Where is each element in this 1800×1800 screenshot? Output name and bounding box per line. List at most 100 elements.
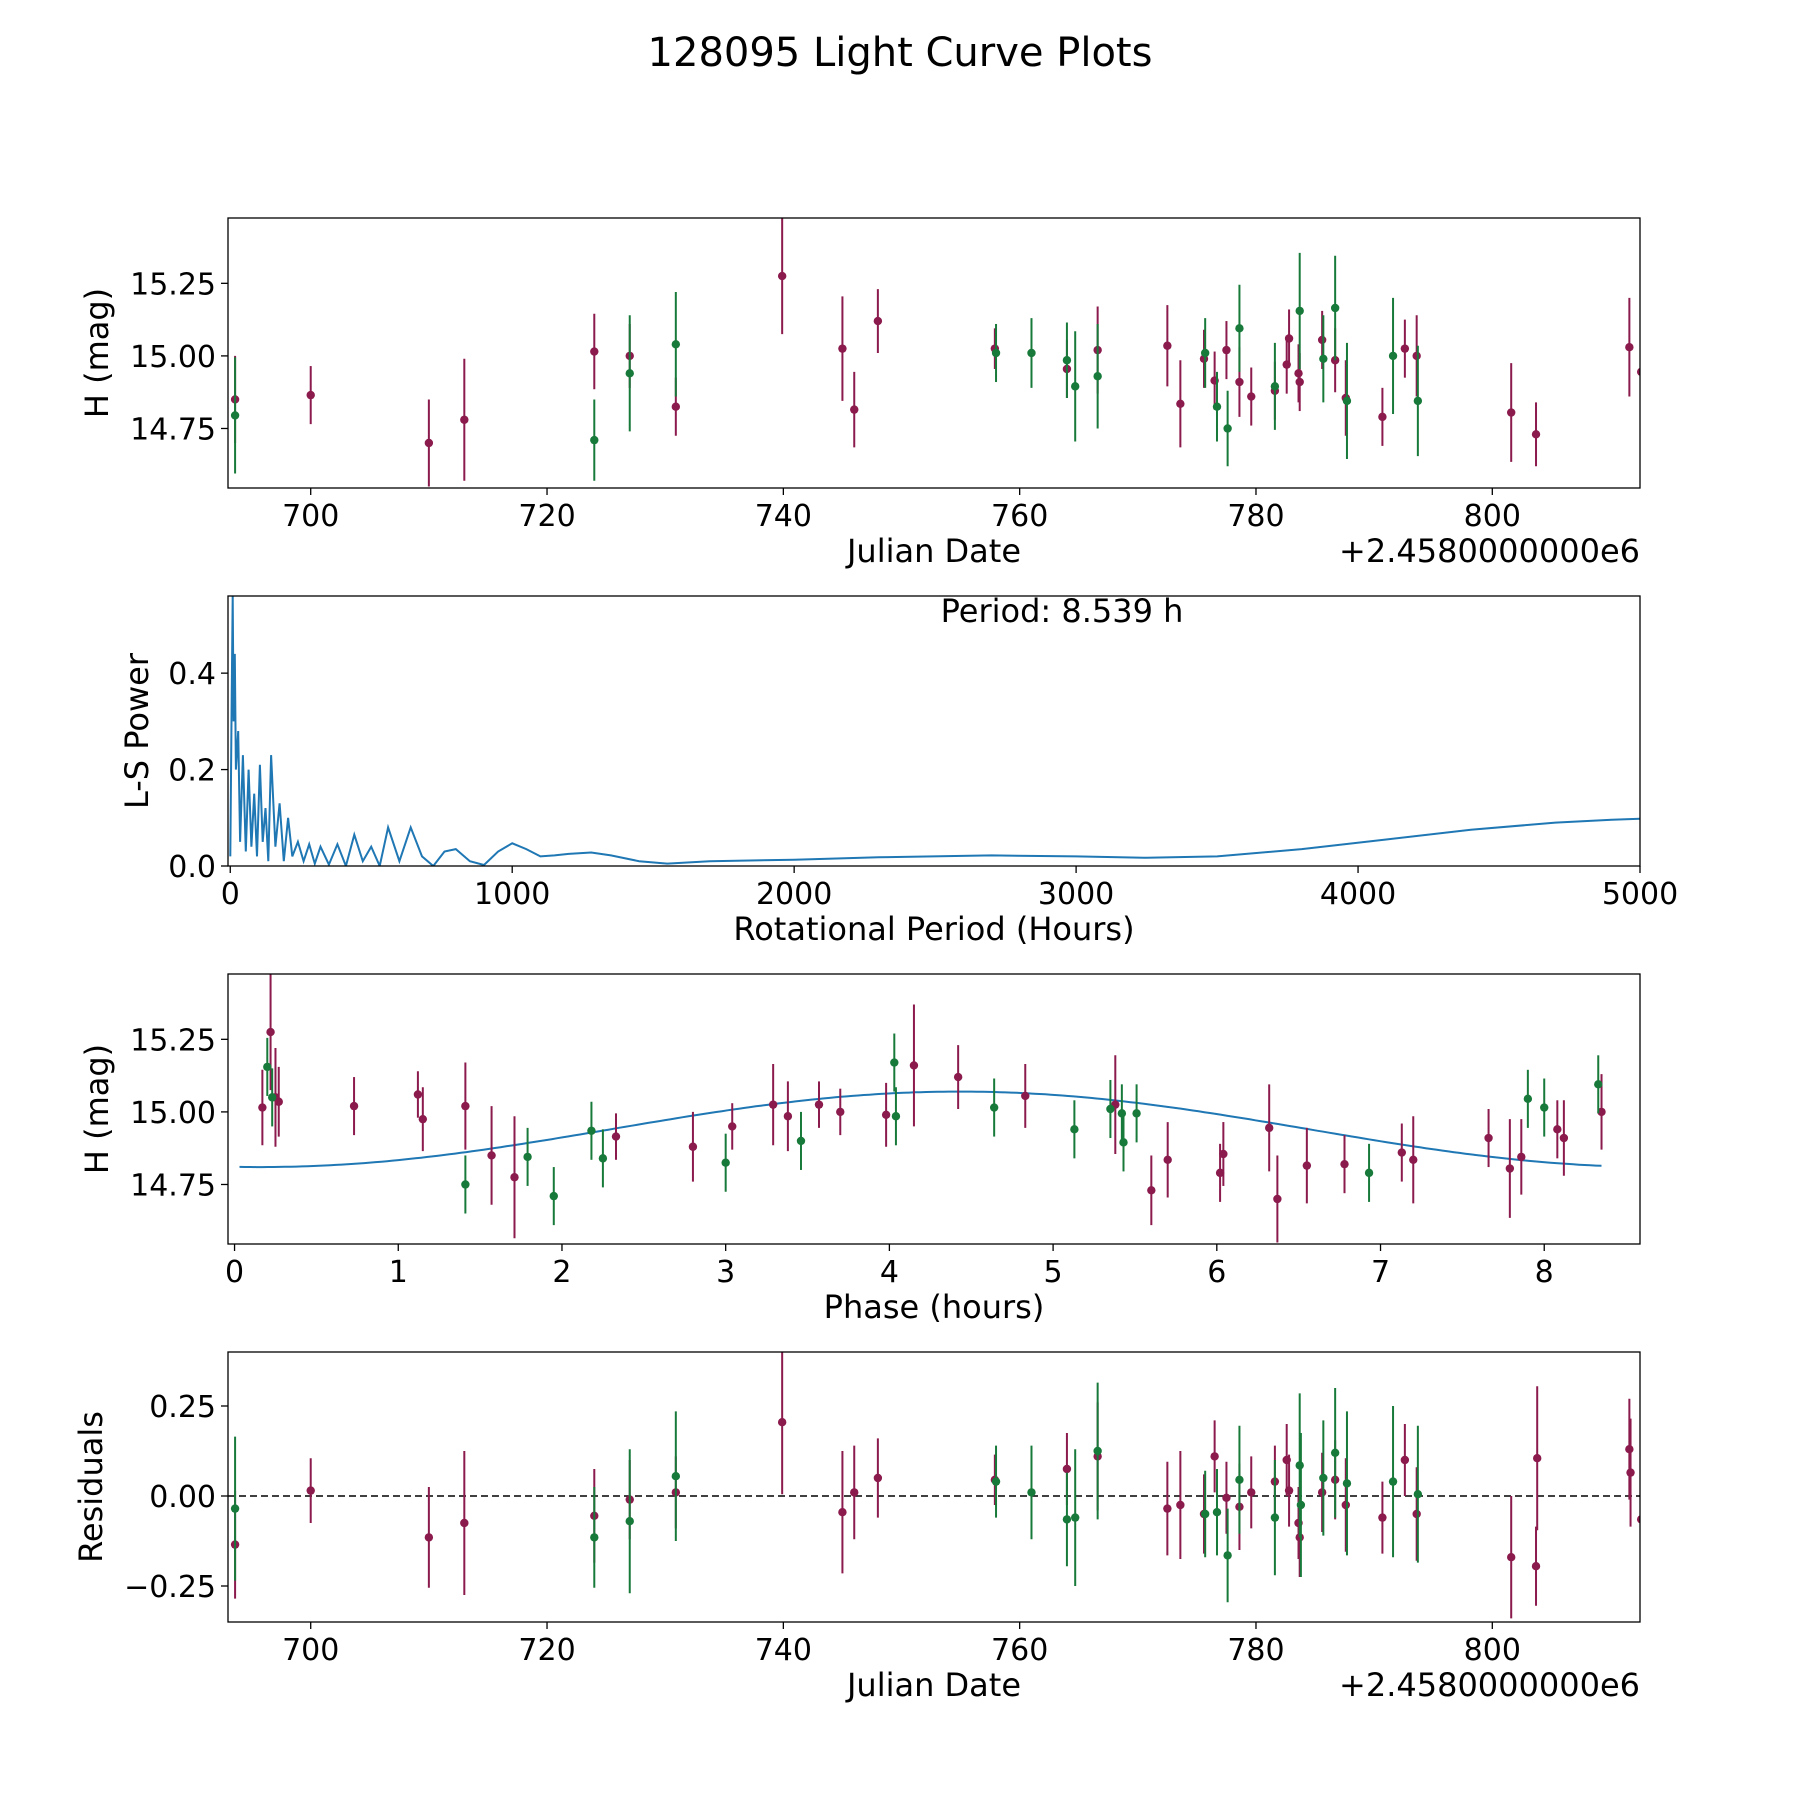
magenta-data-point [1147,1186,1156,1195]
magenta-data-point [487,1151,496,1160]
green-data-point [625,1517,634,1526]
magenta-data-point [1531,430,1541,439]
y-axis-label: L-S Power [118,652,156,809]
magenta-data-point [1317,1488,1327,1497]
green-data-point [1523,1094,1533,1104]
magenta-data-point [1341,1500,1350,1510]
green-data-point [1319,1473,1328,1483]
x-axis-offset-label: +2.4580000000e6 [1339,532,1640,570]
y-tick-label: 0.25 [149,1390,216,1425]
magenta-data-point [671,402,681,411]
magenta-data-point [1559,1133,1569,1143]
magenta-data-point [510,1173,519,1182]
magenta-data-point [1412,1509,1421,1519]
green-data-point [625,369,634,378]
magenta-data-point [777,271,787,281]
magenta-data-point [838,344,847,353]
green-data-point [1071,382,1080,391]
magenta-data-point [460,1518,469,1528]
x-tick-label: 700 [282,1633,339,1668]
magenta-data-point [1378,412,1387,422]
green-data-point [1270,1513,1280,1522]
green-data-point [1200,348,1210,358]
green-data-point [1540,1103,1549,1112]
x-tick-label: 0 [221,877,240,912]
x-tick-label: 0 [225,1255,244,1290]
magenta-data-point [1219,1149,1228,1159]
green-data-point [1093,1446,1102,1456]
magenta-data-point [1412,351,1421,361]
magenta-data-point [1505,1164,1515,1173]
plot-frame [227,973,1641,1245]
magenta-data-point [461,1101,470,1111]
x-axis-label: Rotational Period (Hours) [733,910,1134,948]
green-data-point [1223,424,1232,433]
magenta-data-point [1507,1553,1516,1562]
green-data-point [1413,396,1423,406]
y-tick-label: 0.2 [168,754,216,789]
green-data-point [268,1093,277,1102]
magenta-data-point [1021,1091,1030,1101]
magenta-data-point [1400,1455,1410,1465]
green-data-point [1062,1515,1072,1524]
figure-title: 128095 Light Curve Plots [648,30,1153,76]
green-data-point [890,1058,899,1067]
panel-light-curve-julian-date: 700 720 740 760 780 800 14.75 15.00 15.25 Julian… [78,217,1641,570]
y-tick-label: 0.4 [168,657,216,692]
magenta-data-point [1531,1562,1541,1571]
x-tick-label: 700 [282,499,339,534]
magenta-data-point [1222,1493,1231,1503]
green-data-point [1117,1109,1127,1118]
green-data-point [587,1126,596,1135]
x-tick-label: 4 [880,1255,899,1290]
green-data-point [1070,1125,1079,1134]
magenta-data-point [306,390,315,400]
green-data-point [1388,1477,1398,1486]
magenta-data-point [1484,1133,1493,1143]
magenta-data-point [1264,1123,1274,1133]
y-tick-label: 15.00 [130,1096,216,1131]
magenta-data-point [1284,334,1294,343]
magenta-data-point [258,1103,267,1112]
x-tick-label: 2 [552,1255,571,1290]
x-tick-label: 720 [518,499,575,534]
plot-area [228,1352,1640,1619]
green-data-point [1132,1109,1141,1118]
green-data-point [1106,1104,1115,1114]
green-data-point [1388,351,1398,361]
green-data-point [1319,354,1328,364]
magenta-data-point [1625,1445,1634,1454]
magenta-data-point [424,438,434,448]
magenta-data-point [850,1488,859,1497]
x-tick-label: 4000 [1320,877,1396,912]
green-data-point [671,1472,681,1481]
magenta-data-point [1235,377,1244,387]
green-data-point [1270,382,1280,391]
period-annotation: Period: 8.539 h [941,592,1184,630]
green-data-point [590,1533,599,1542]
green-data-point [891,1112,901,1121]
magenta-data-point [953,1072,963,1082]
green-data-point [230,1504,240,1513]
green-data-point [1330,303,1340,313]
magenta-data-point [1295,377,1304,387]
magenta-data-point [266,1027,275,1037]
y-axis-label: H (mag) [78,1044,116,1174]
green-data-point [1342,1479,1352,1488]
magenta-data-point [1533,1454,1542,1463]
green-data-point [590,435,599,445]
magenta-data-point [873,316,883,326]
green-data-point [598,1154,608,1163]
x-tick-label: 740 [755,499,812,534]
magenta-data-point [1626,1468,1635,1477]
green-data-point [1119,1138,1128,1147]
x-tick-label: 720 [518,1633,575,1668]
magenta-data-point [460,415,469,424]
green-data-point [989,1103,999,1112]
green-data-point [1212,402,1222,411]
magenta-data-point [1397,1148,1407,1157]
magenta-data-point [424,1533,434,1542]
plot-frame [227,217,1641,489]
green-data-point [721,1158,730,1167]
green-data-point [1200,1509,1210,1519]
